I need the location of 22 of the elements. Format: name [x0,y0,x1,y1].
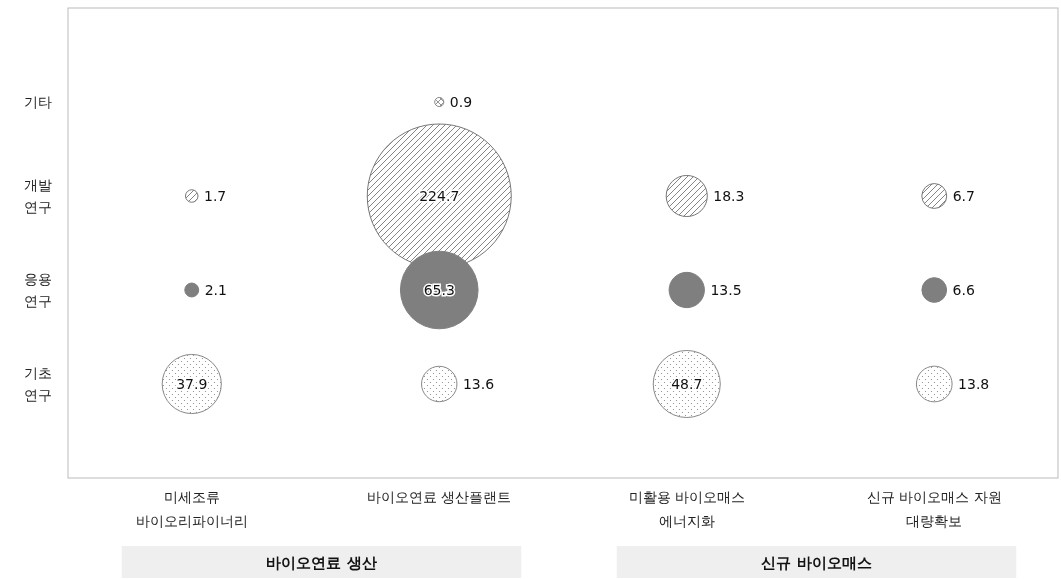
data-label: 2.1 [204,282,227,298]
y-tick-label: 기타 [24,94,52,110]
data-label: 224.7 [419,188,460,204]
data-label: 0.9 [449,94,473,110]
data-label: 1.7 [204,188,227,204]
x-tick-label: 신규 바이오매스 자원 대량확보 [866,489,1002,529]
data-label: 18.3 [713,188,745,204]
text: 신규 바이오매스 [761,554,872,572]
data-label: 37.9 [176,376,208,392]
y-tick-label: 기초 연구 [24,365,52,403]
y-tick-label: 응용 연구 [24,271,52,309]
x-tick-label: 바이오연료 생산플랜트 [367,489,512,505]
x-tick-label: 미활용 바이오매스 에너지화 [628,489,745,529]
x-tick-label: 미세조류 바이오리파이너리 [135,489,248,529]
text: 바이오연료 생산 [266,554,377,572]
data-label: 13.5 [710,282,742,298]
data-label: 48.7 [671,376,703,392]
data-label: 13.8 [958,376,990,392]
data-label: 6.6 [952,282,975,298]
data-label: 13.6 [462,376,495,392]
y-tick-label: 개발 연구 [24,177,52,215]
data-label: 6.7 [952,188,975,204]
